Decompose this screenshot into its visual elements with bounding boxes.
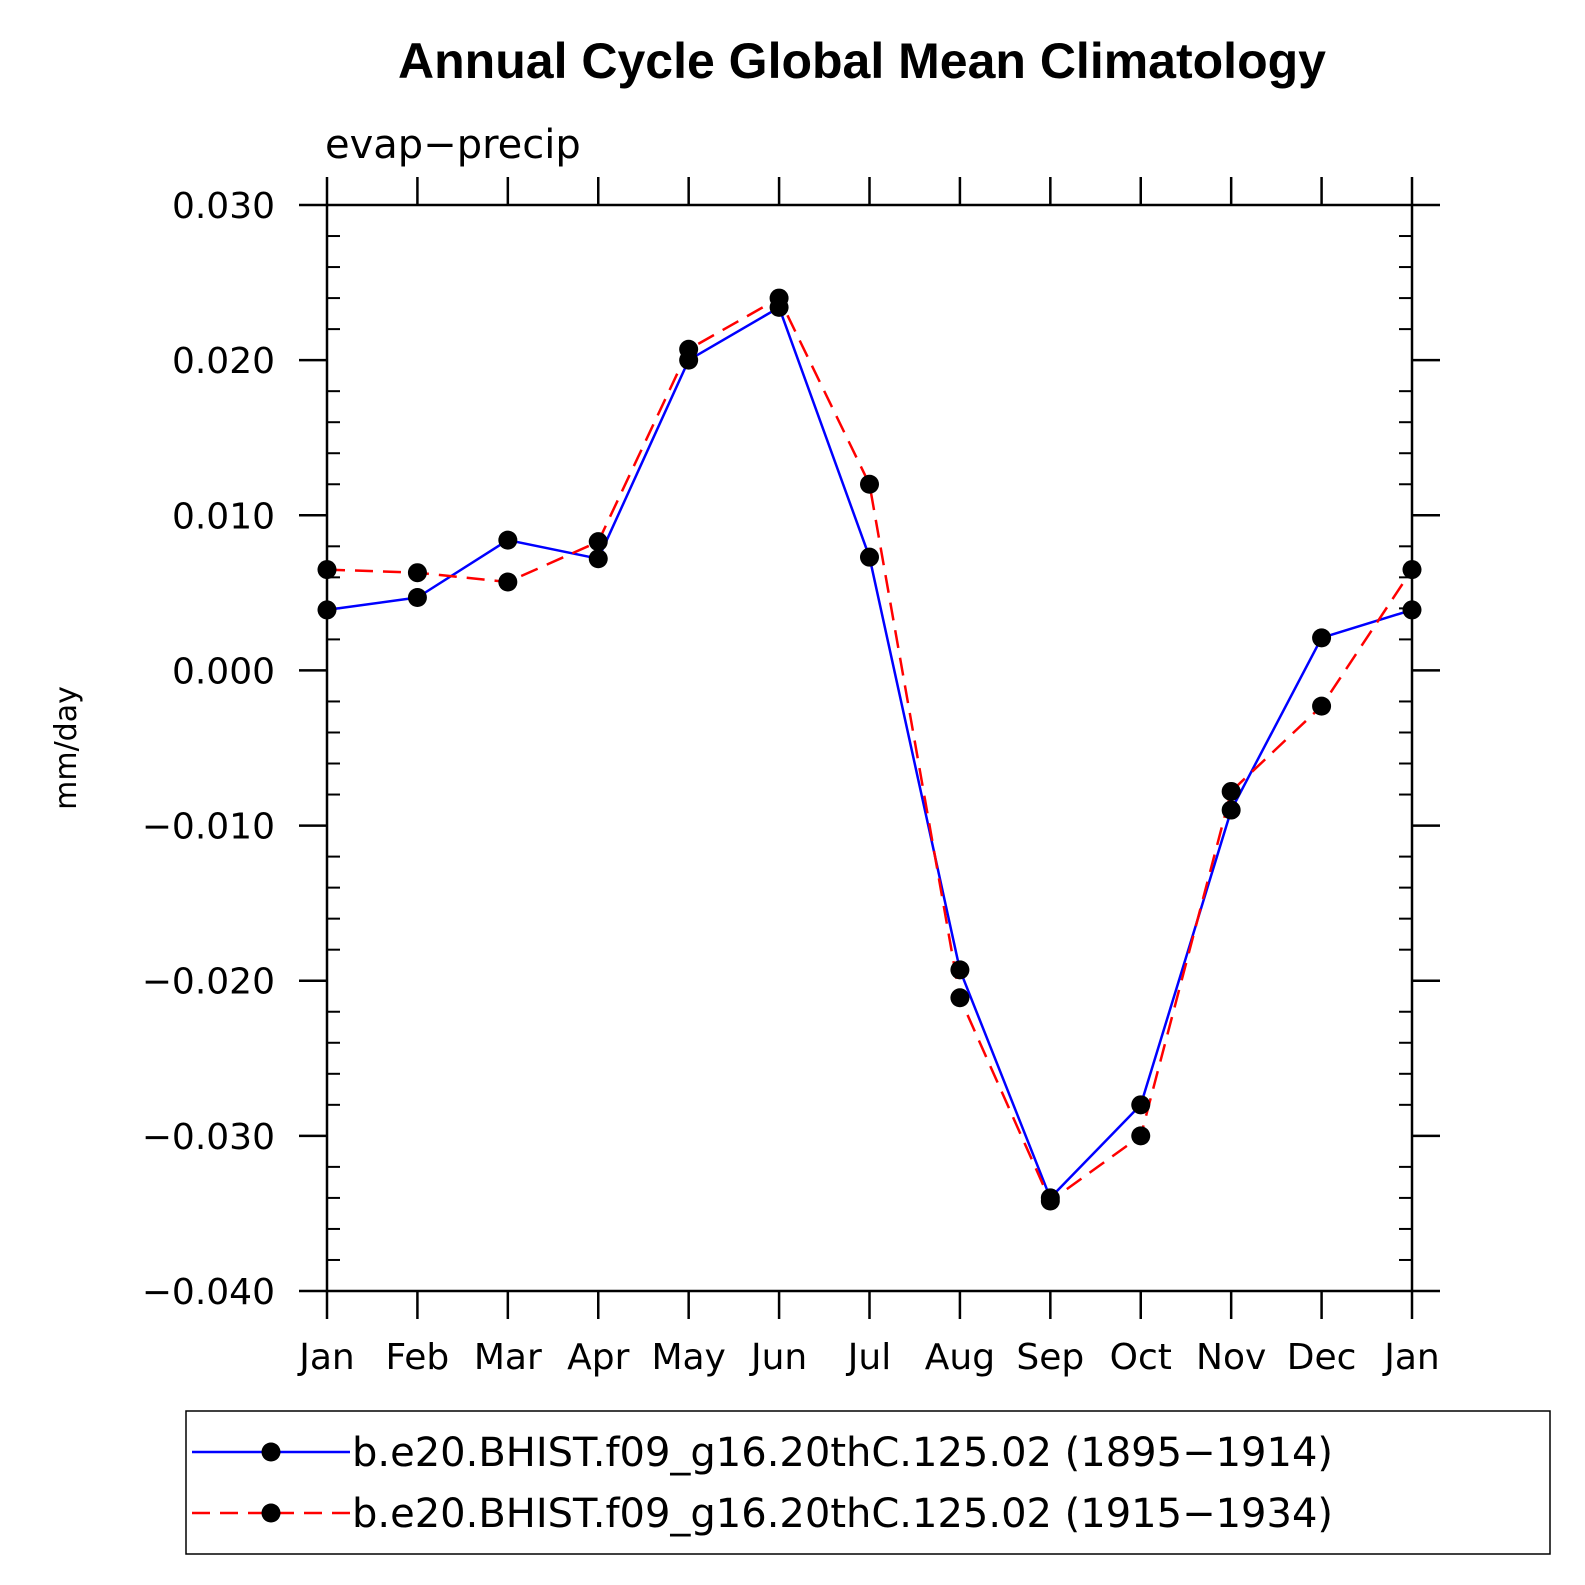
data-point bbox=[860, 474, 879, 494]
data-point bbox=[1040, 1191, 1060, 1211]
data-point bbox=[1131, 1095, 1151, 1115]
data-point bbox=[769, 288, 789, 308]
y-tick-label: −0.020 bbox=[142, 962, 275, 1003]
chart-title: Annual Cycle Global Mean Climatology bbox=[398, 33, 1326, 89]
data-point bbox=[1131, 1126, 1151, 1146]
data-point bbox=[1221, 781, 1241, 801]
y-tick-label: 0.010 bbox=[172, 496, 275, 537]
data-point bbox=[1312, 628, 1332, 648]
y-axis-label: mm/day bbox=[49, 686, 84, 810]
legend-box bbox=[185, 1410, 1551, 1555]
y-tick-label: −0.030 bbox=[142, 1117, 275, 1158]
data-point bbox=[498, 530, 518, 550]
data-point bbox=[317, 600, 337, 620]
legend-label-2: b.e20.BHIST.f09_g16.20thC.125.02 (1915−1… bbox=[352, 1491, 1333, 1537]
data-point bbox=[679, 339, 699, 359]
legend-label-1: b.e20.BHIST.f09_g16.20thC.125.02 (1895−1… bbox=[352, 1430, 1333, 1476]
series-line bbox=[326, 306, 1413, 1200]
series-line bbox=[326, 296, 1414, 1203]
data-point bbox=[1221, 800, 1241, 820]
data-point bbox=[588, 549, 608, 569]
x-tick-label: Aug bbox=[925, 1337, 995, 1378]
data-point bbox=[1402, 560, 1422, 580]
y-tick-label: 0.000 bbox=[172, 651, 275, 692]
x-tick-label: Jun bbox=[749, 1337, 807, 1378]
x-tick-label: Jan bbox=[297, 1337, 355, 1378]
x-tick-label: Jan bbox=[1382, 1337, 1440, 1378]
x-tick-label: Oct bbox=[1110, 1337, 1172, 1378]
series-1 bbox=[326, 306, 1413, 1200]
x-tick-label: Jul bbox=[846, 1337, 891, 1378]
data-point bbox=[317, 560, 337, 580]
series-2 bbox=[326, 296, 1414, 1203]
legend-marker-1 bbox=[261, 1442, 281, 1462]
legend-marker-2 bbox=[261, 1503, 281, 1523]
x-tick-label: Feb bbox=[386, 1337, 450, 1378]
data-point bbox=[1402, 600, 1422, 620]
data-point bbox=[950, 960, 970, 980]
data-point bbox=[407, 563, 427, 583]
y-tick-label: 0.030 bbox=[172, 186, 275, 227]
plot-frame bbox=[325, 203, 1414, 1293]
series-2-markers bbox=[317, 288, 1422, 1211]
x-tick-label: Dec bbox=[1287, 1337, 1357, 1378]
x-tick-label: Apr bbox=[567, 1337, 629, 1378]
y-tick-label: 0.020 bbox=[172, 341, 275, 382]
series-layer bbox=[317, 288, 1422, 1211]
data-point bbox=[407, 588, 427, 608]
data-point bbox=[1312, 696, 1332, 716]
x-tick-label: Sep bbox=[1016, 1337, 1084, 1378]
data-point bbox=[950, 988, 970, 1008]
y-tick-label: −0.010 bbox=[142, 807, 275, 848]
axes: 0.030 0.020 0.010 0.000 −0.010 −0.020 −0.030 −0… bbox=[142, 177, 1440, 1378]
data-point bbox=[588, 532, 608, 552]
data-point bbox=[860, 547, 879, 567]
x-tick-label: Mar bbox=[474, 1337, 542, 1378]
x-tick-label: Nov bbox=[1196, 1337, 1266, 1378]
x-tick-label: May bbox=[651, 1337, 725, 1378]
chart-subtitle: evap−precip bbox=[325, 122, 581, 168]
data-point bbox=[498, 572, 518, 592]
series-1-markers bbox=[317, 297, 1422, 1208]
y-tick-label: −0.040 bbox=[142, 1272, 275, 1313]
legend: b.e20.BHIST.f09_g16.20thC.125.02 (1895−1… bbox=[185, 1410, 1551, 1555]
